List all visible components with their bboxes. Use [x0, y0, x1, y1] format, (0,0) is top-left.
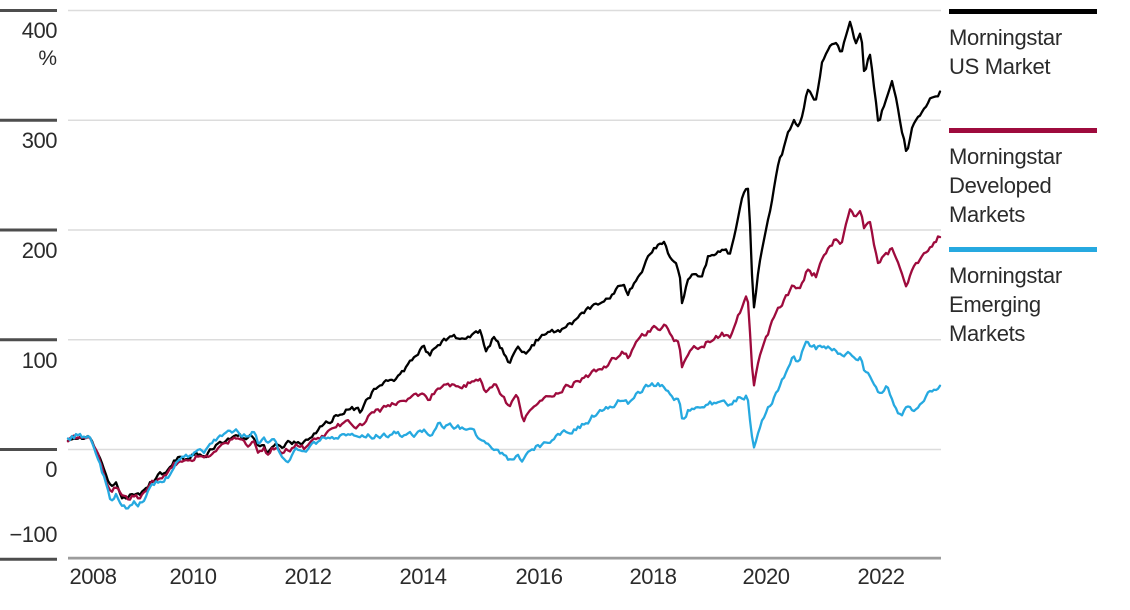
series-emerging-markets-line	[66, 340, 942, 510]
legend-entry-us-market: Morningstar US Market	[949, 9, 1097, 81]
x-tick-label-2010: 2010	[169, 564, 217, 589]
y-axis-unit-label: %	[38, 47, 57, 70]
x-tick-label-2008: 2008	[69, 564, 117, 589]
emerging-markets-swatch	[949, 247, 1097, 252]
legend-label-emerging-markets: Morningstar Emerging Markets	[949, 263, 1062, 346]
y-tick-label-400: 400	[21, 18, 58, 43]
legend-entry-emerging-markets: Morningstar Emerging Markets	[949, 247, 1097, 348]
series-us-market-line	[66, 20, 942, 500]
x-tick-label-2016: 2016	[515, 564, 563, 589]
legend-entry-developed-markets: Morningstar Developed Markets	[949, 128, 1097, 229]
series-developed-markets-line	[66, 208, 942, 501]
x-tick-label-2014: 2014	[399, 564, 447, 589]
x-tick-label-2018: 2018	[629, 564, 677, 589]
y-tick-label-200: 200	[21, 238, 58, 263]
y-tick-label-0: 0	[45, 457, 57, 482]
y-tick-label-100: 100	[21, 348, 58, 373]
legend-label-us-market: Morningstar US Market	[949, 25, 1062, 79]
x-tick-label-2022: 2022	[857, 564, 905, 589]
x-tick-label-2012: 2012	[284, 564, 332, 589]
us-market-swatch	[949, 9, 1097, 14]
developed-markets-swatch	[949, 128, 1097, 133]
y-tick-label-300: 300	[21, 128, 58, 153]
y-tick-label-neg100: −100	[9, 522, 57, 547]
legend-label-developed-markets: Morningstar Developed Markets	[949, 144, 1062, 227]
x-tick-label-2020: 2020	[742, 564, 790, 589]
